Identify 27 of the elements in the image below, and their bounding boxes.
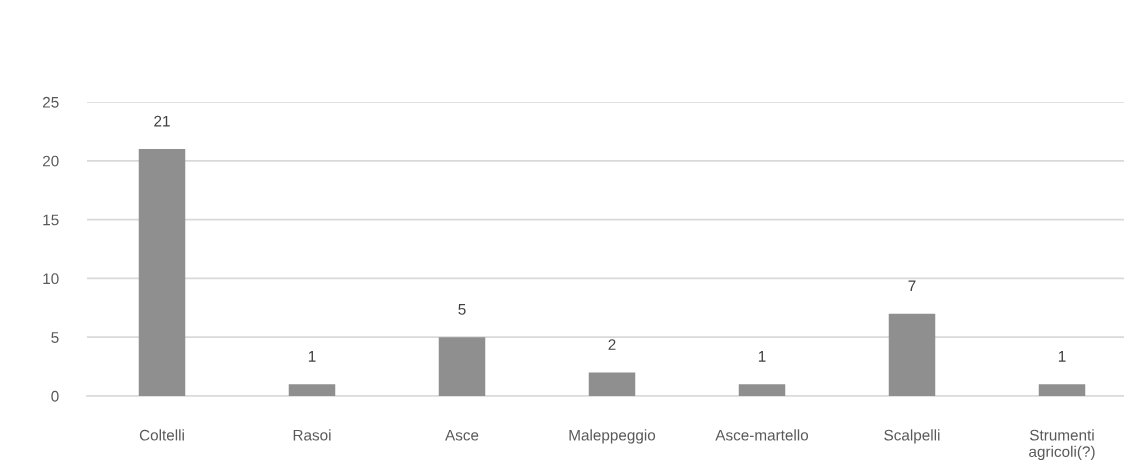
data-label: 21 [154, 115, 170, 127]
data-label: 1 [758, 351, 766, 362]
x-tick-label: Asce-martello [715, 429, 809, 441]
x-tick-label: Scalpelli [884, 429, 940, 444]
bar [138, 149, 186, 396]
y-tick-label: 15 [43, 214, 59, 226]
y-tick-label: 5 [51, 332, 59, 343]
bar [1038, 384, 1086, 396]
bar [438, 337, 486, 396]
y-tick-label: 0 [51, 390, 59, 402]
bar [588, 372, 636, 396]
bar [888, 313, 936, 396]
x-tick-label: Maleppeggio [569, 429, 656, 444]
bar [738, 384, 786, 396]
data-label: 1 [1058, 351, 1066, 362]
x-tick-label: Strumenti agricoli(?) [1029, 429, 1095, 461]
data-label: 7 [908, 280, 916, 292]
data-label: 2 [608, 339, 616, 350]
data-label: 5 [458, 304, 466, 315]
x-tick-label: Asce [445, 429, 479, 441]
x-tick-label: Rasoi [293, 429, 331, 441]
x-tick-label: Coltelli [139, 429, 184, 441]
data-label: 1 [308, 351, 316, 362]
y-tick-label: 20 [43, 155, 59, 167]
bar [288, 384, 336, 396]
y-tick-label: 10 [43, 273, 59, 285]
y-tick-label: 25 [43, 96, 59, 108]
